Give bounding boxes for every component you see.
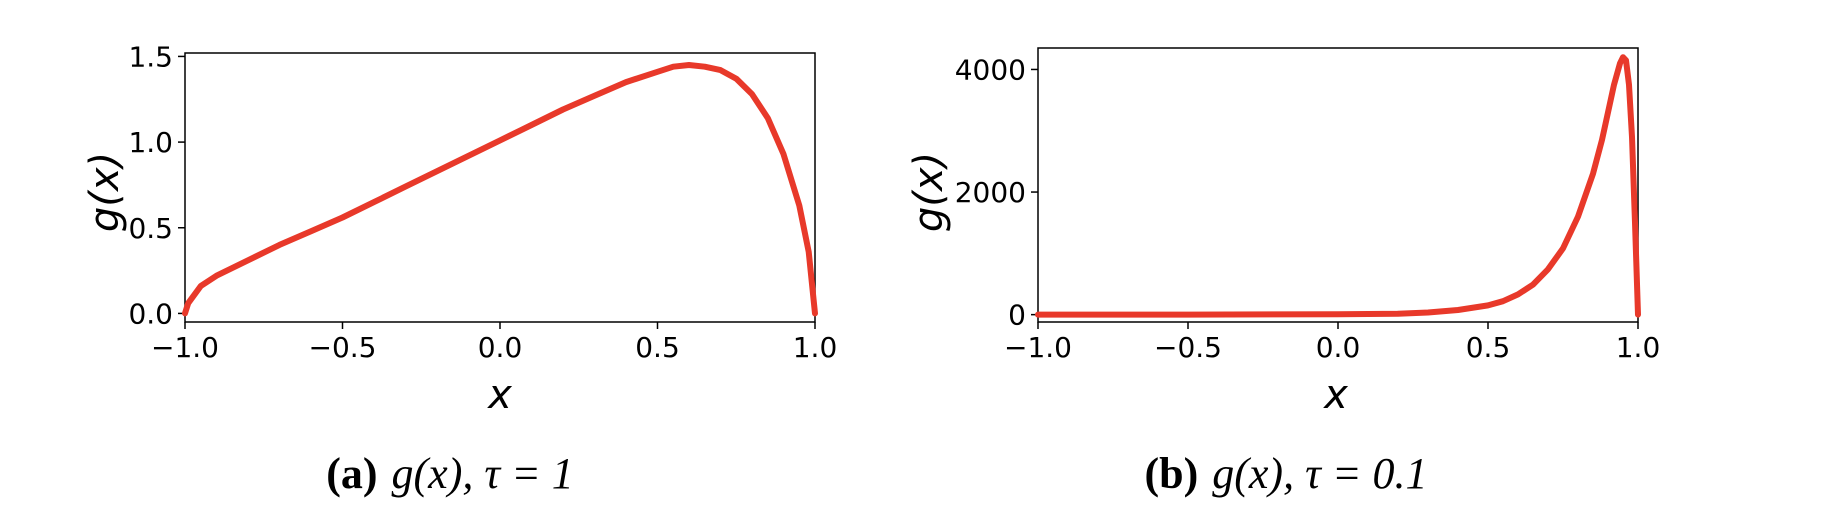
caption-b-text: g(x), τ = 0.1 xyxy=(1212,449,1427,498)
x-axis-label-b: x xyxy=(1322,372,1348,418)
y-tick-label: 0 xyxy=(1008,299,1026,332)
x-ticks-a: −1.0 −0.5 0.0 0.5 1.0 xyxy=(151,322,837,364)
x-tick-label: 0.0 xyxy=(1316,331,1361,364)
chart-panel-b: −1.0 −0.5 0.0 0.5 1.0 0 2000 4000 x g(x) xyxy=(906,47,1660,418)
plot-frame-b xyxy=(1037,47,1639,323)
x-tick-label: 0.5 xyxy=(635,331,680,364)
chart-panel-a: −1.0 −0.5 0.0 0.5 1.0 0.0 0.5 1.0 1.5 x g(x) xyxy=(82,40,837,418)
x-tick-label: −0.5 xyxy=(1154,331,1222,364)
caption-a: (a) g(x), τ = 1 xyxy=(326,449,574,498)
x-axis-label-a: x xyxy=(486,372,512,418)
series-line-a xyxy=(182,62,818,317)
x-tick-label: −1.0 xyxy=(151,331,219,364)
x-tick-label: 0.5 xyxy=(1466,331,1511,364)
y-axis-label-b: g(x) xyxy=(906,152,952,232)
x-tick-label: 1.0 xyxy=(1616,331,1661,364)
y-ticks-b: 0 2000 4000 xyxy=(955,53,1038,332)
y-tick-label: 1.5 xyxy=(128,40,173,73)
x-tick-label: −0.5 xyxy=(309,331,377,364)
svg-text:(a) g(x), τ = 1: (a) g(x), τ = 1 xyxy=(326,449,574,498)
x-tick-label: −1.0 xyxy=(1004,331,1072,364)
y-tick-label: 1.0 xyxy=(128,126,173,159)
y-tick-label: 0.0 xyxy=(128,297,173,330)
x-tick-label: 1.0 xyxy=(793,331,838,364)
svg-text:(b) g(x), τ = 0.1: (b) g(x), τ = 0.1 xyxy=(1144,449,1427,498)
y-tick-label: 2000 xyxy=(955,176,1026,209)
x-tick-label: 0.0 xyxy=(478,331,523,364)
series-line-b xyxy=(1035,54,1641,318)
y-tick-label: 4000 xyxy=(955,53,1026,86)
y-axis-label-a: g(x) xyxy=(82,152,128,232)
caption-b: (b) g(x), τ = 0.1 xyxy=(1144,449,1427,498)
caption-a-text: g(x), τ = 1 xyxy=(392,449,574,498)
x-ticks-b: −1.0 −0.5 0.0 0.5 1.0 xyxy=(1004,322,1660,364)
plot-frame-a xyxy=(184,52,816,323)
caption-a-label: (a) xyxy=(326,449,377,498)
y-ticks-a: 0.0 0.5 1.0 1.5 xyxy=(128,40,185,330)
y-tick-label: 0.5 xyxy=(128,212,173,245)
caption-b-label: (b) xyxy=(1144,449,1198,498)
